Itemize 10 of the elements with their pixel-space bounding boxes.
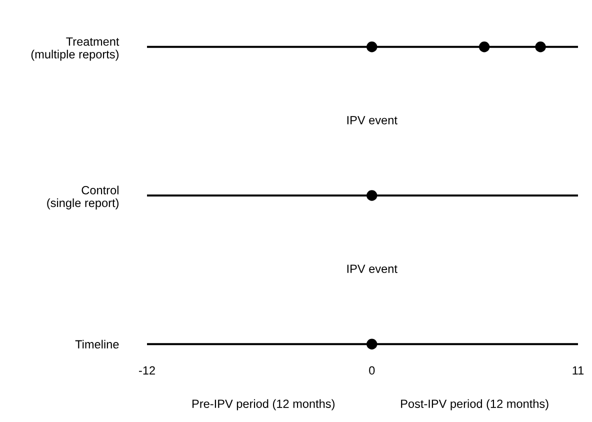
annotation: Pre-IPV period (12 months): [192, 399, 334, 410]
annotation: IPV event: [347, 116, 398, 124]
x-tick-label: -12: [138, 366, 155, 374]
y-tick-label: Control (single report): [47, 186, 118, 210]
y-tick-label: Treatment (multiple reports): [31, 38, 120, 61]
x-tick-label: 11: [572, 366, 584, 374]
annotation: IPV event: [347, 264, 398, 273]
x-tick-label: 0: [369, 366, 375, 375]
y-tick-label: Timeline: [75, 340, 119, 349]
annotation: Post-IPV period (12 months): [401, 399, 548, 410]
